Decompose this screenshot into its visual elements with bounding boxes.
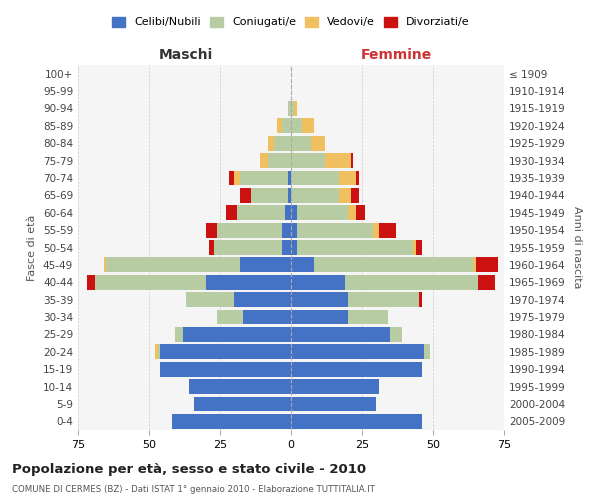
Bar [348, 292, 419, 307]
Bar [283, 240, 291, 255]
Bar [237, 206, 286, 220]
Bar [288, 170, 291, 186]
Bar [186, 292, 234, 307]
Bar [288, 101, 291, 116]
Bar [296, 222, 373, 238]
Bar [283, 118, 291, 133]
Bar [391, 327, 402, 342]
Bar [348, 206, 356, 220]
Bar [350, 153, 353, 168]
Bar [291, 206, 296, 220]
Bar [95, 275, 206, 289]
Bar [339, 170, 356, 186]
Bar [296, 206, 348, 220]
Bar [288, 188, 291, 202]
Bar [291, 275, 345, 289]
Bar [345, 275, 478, 289]
Bar [158, 344, 160, 359]
Bar [311, 136, 325, 150]
Bar [243, 310, 291, 324]
Bar [234, 292, 291, 307]
Bar [476, 258, 499, 272]
Text: Popolazione per età, sesso e stato civile - 2010: Popolazione per età, sesso e stato civil… [12, 462, 366, 475]
Bar [291, 136, 311, 150]
Bar [291, 396, 376, 411]
Bar [416, 240, 422, 255]
Bar [413, 240, 416, 255]
Bar [291, 188, 339, 202]
Bar [155, 344, 158, 359]
Bar [356, 206, 365, 220]
Bar [251, 188, 288, 202]
Legend: Celibi/Nubili, Coniugati/e, Vedovi/e, Divorziati/e: Celibi/Nubili, Coniugati/e, Vedovi/e, Di… [108, 12, 474, 32]
Bar [291, 170, 339, 186]
Bar [373, 222, 379, 238]
Bar [274, 136, 291, 150]
Bar [291, 379, 379, 394]
Bar [234, 170, 240, 186]
Bar [229, 170, 234, 186]
Bar [302, 118, 314, 133]
Bar [240, 258, 291, 272]
Bar [175, 327, 183, 342]
Bar [217, 310, 243, 324]
Bar [160, 344, 291, 359]
Text: Femmine: Femmine [361, 48, 432, 62]
Bar [291, 153, 325, 168]
Bar [268, 136, 274, 150]
Bar [291, 344, 424, 359]
Bar [339, 188, 350, 202]
Bar [314, 258, 473, 272]
Bar [473, 258, 476, 272]
Y-axis label: Fasce di età: Fasce di età [28, 214, 37, 280]
Bar [325, 153, 350, 168]
Bar [350, 188, 359, 202]
Bar [268, 153, 291, 168]
Bar [240, 170, 288, 186]
Bar [160, 362, 291, 376]
Bar [226, 206, 237, 220]
Bar [206, 222, 217, 238]
Bar [240, 188, 251, 202]
Bar [291, 362, 422, 376]
Bar [209, 240, 214, 255]
Bar [260, 153, 268, 168]
Bar [206, 275, 291, 289]
Bar [106, 258, 240, 272]
Bar [291, 240, 296, 255]
Bar [283, 222, 291, 238]
Bar [294, 101, 296, 116]
Bar [291, 310, 348, 324]
Bar [277, 118, 283, 133]
Bar [214, 240, 283, 255]
Bar [424, 344, 430, 359]
Bar [194, 396, 291, 411]
Y-axis label: Anni di nascita: Anni di nascita [572, 206, 582, 289]
Bar [286, 206, 291, 220]
Text: COMUNE DI CERMES (BZ) - Dati ISTAT 1° gennaio 2010 - Elaborazione TUTTITALIA.IT: COMUNE DI CERMES (BZ) - Dati ISTAT 1° ge… [12, 485, 375, 494]
Bar [348, 310, 388, 324]
Bar [189, 379, 291, 394]
Bar [291, 327, 391, 342]
Bar [86, 275, 95, 289]
Bar [291, 101, 294, 116]
Bar [172, 414, 291, 428]
Bar [419, 292, 422, 307]
Bar [296, 240, 413, 255]
Bar [291, 118, 302, 133]
Bar [104, 258, 106, 272]
Bar [478, 275, 496, 289]
Bar [356, 170, 359, 186]
Bar [291, 414, 422, 428]
Bar [379, 222, 396, 238]
Bar [291, 292, 348, 307]
Bar [291, 222, 296, 238]
Bar [183, 327, 291, 342]
Bar [217, 222, 283, 238]
Text: Maschi: Maschi [159, 48, 213, 62]
Bar [291, 258, 314, 272]
